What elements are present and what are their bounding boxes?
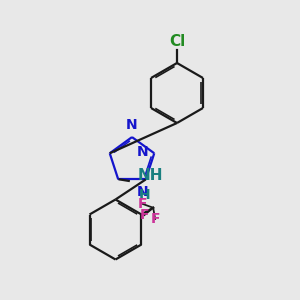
Text: N: N — [126, 118, 138, 132]
Text: N: N — [137, 145, 149, 159]
Text: F: F — [140, 208, 149, 222]
Text: N: N — [137, 185, 148, 199]
Text: NH: NH — [137, 168, 163, 183]
Text: Cl: Cl — [169, 34, 185, 49]
Text: H: H — [139, 188, 151, 202]
Text: F: F — [138, 197, 147, 211]
Text: F: F — [150, 212, 160, 226]
